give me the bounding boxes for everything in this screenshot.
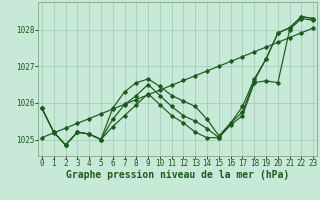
X-axis label: Graphe pression niveau de la mer (hPa): Graphe pression niveau de la mer (hPa) <box>66 170 289 180</box>
